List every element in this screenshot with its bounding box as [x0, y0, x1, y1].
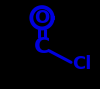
Text: Cl: Cl [72, 55, 91, 73]
Text: O: O [34, 9, 50, 27]
Text: C: C [34, 37, 50, 57]
